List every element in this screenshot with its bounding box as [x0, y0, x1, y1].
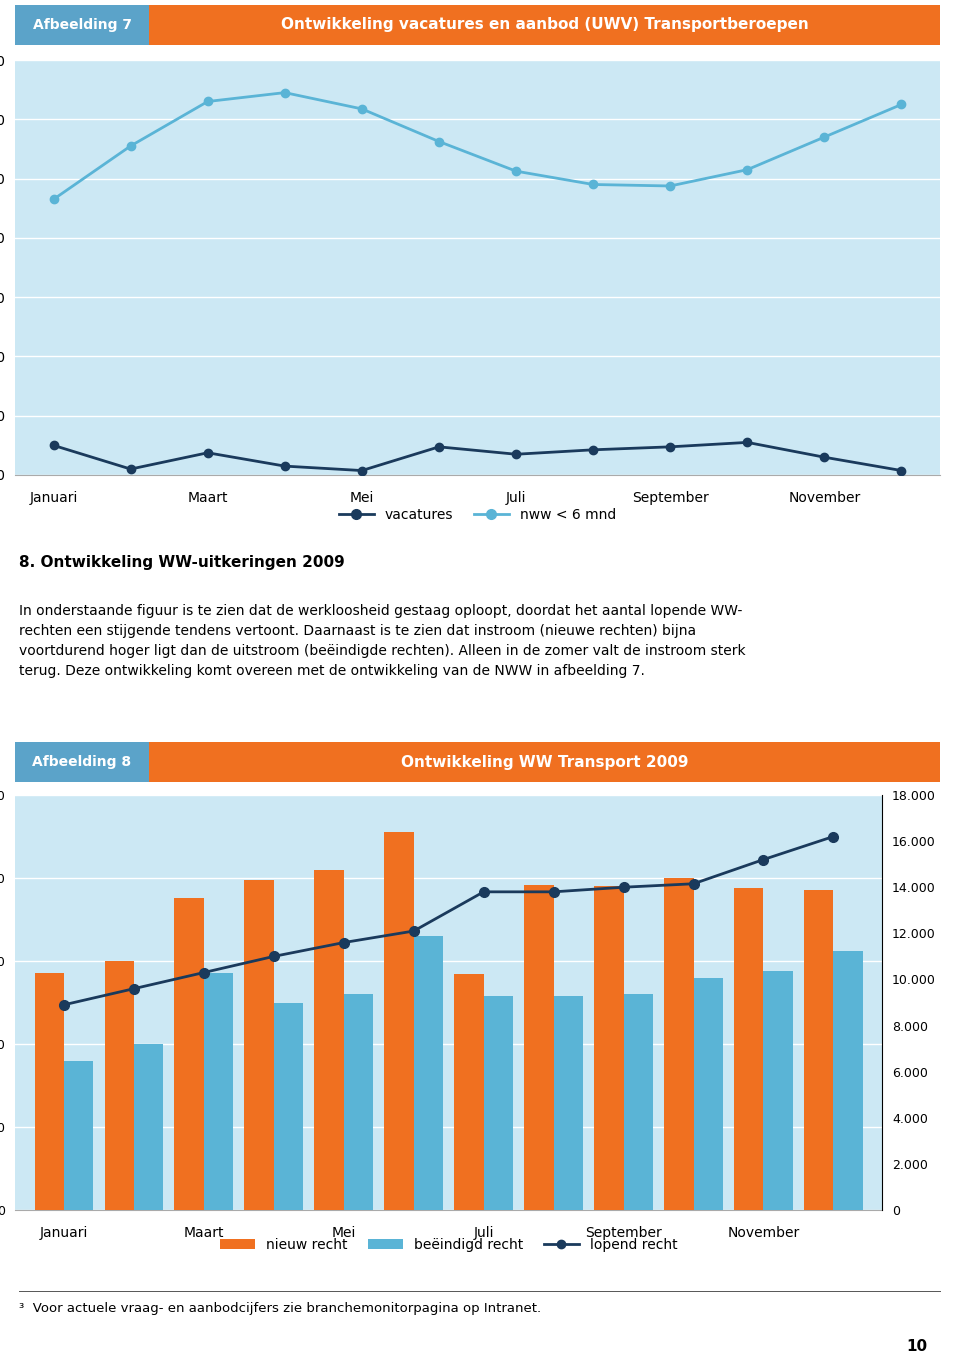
Bar: [274, 1002, 303, 1210]
Bar: [35, 972, 64, 1210]
Text: In onderstaande figuur is te zien dat de werkloosheid gestaag oploopt, doordat h: In onderstaande figuur is te zien dat de…: [19, 604, 746, 678]
Bar: [804, 890, 833, 1210]
Text: ³  Voor actuele vraag- en aanbodcijfers zie branchemonitorpagina op Intranet.: ³ Voor actuele vraag- en aanbodcijfers z…: [19, 1303, 541, 1315]
Text: 8. Ontwikkeling WW-uitkeringen 2009: 8. Ontwikkeling WW-uitkeringen 2009: [19, 555, 345, 570]
Bar: [524, 884, 554, 1210]
Bar: [64, 1060, 93, 1210]
Bar: [624, 994, 653, 1210]
Bar: [554, 995, 583, 1210]
Legend: nieuw recht, beëindigd recht, lopend recht: nieuw recht, beëindigd recht, lopend rec…: [214, 1232, 683, 1258]
Bar: [149, 742, 940, 783]
Text: Afbeelding 7: Afbeelding 7: [33, 18, 132, 32]
Bar: [833, 951, 863, 1210]
Text: 10: 10: [906, 1339, 927, 1354]
Bar: [344, 994, 373, 1210]
Bar: [454, 975, 484, 1210]
Bar: [149, 5, 940, 45]
Text: Ontwikkeling vacatures en aanbod (UWV) Transportberoepen: Ontwikkeling vacatures en aanbod (UWV) T…: [280, 18, 808, 32]
Text: Ontwikkeling WW Transport 2009: Ontwikkeling WW Transport 2009: [401, 754, 688, 769]
Bar: [734, 888, 763, 1210]
Text: Afbeelding 8: Afbeelding 8: [33, 756, 132, 769]
Bar: [105, 961, 133, 1210]
Bar: [15, 5, 149, 45]
Bar: [175, 898, 204, 1210]
Legend: vacatures, nww < 6 mnd: vacatures, nww < 6 mnd: [333, 502, 622, 528]
Bar: [133, 1044, 163, 1210]
Bar: [15, 742, 149, 783]
Bar: [245, 880, 274, 1210]
Bar: [594, 887, 624, 1210]
Bar: [384, 831, 414, 1210]
Bar: [414, 936, 444, 1210]
Bar: [693, 978, 723, 1210]
Bar: [204, 972, 233, 1210]
Bar: [664, 877, 693, 1210]
Bar: [763, 971, 793, 1210]
Bar: [314, 869, 344, 1210]
Bar: [484, 995, 513, 1210]
